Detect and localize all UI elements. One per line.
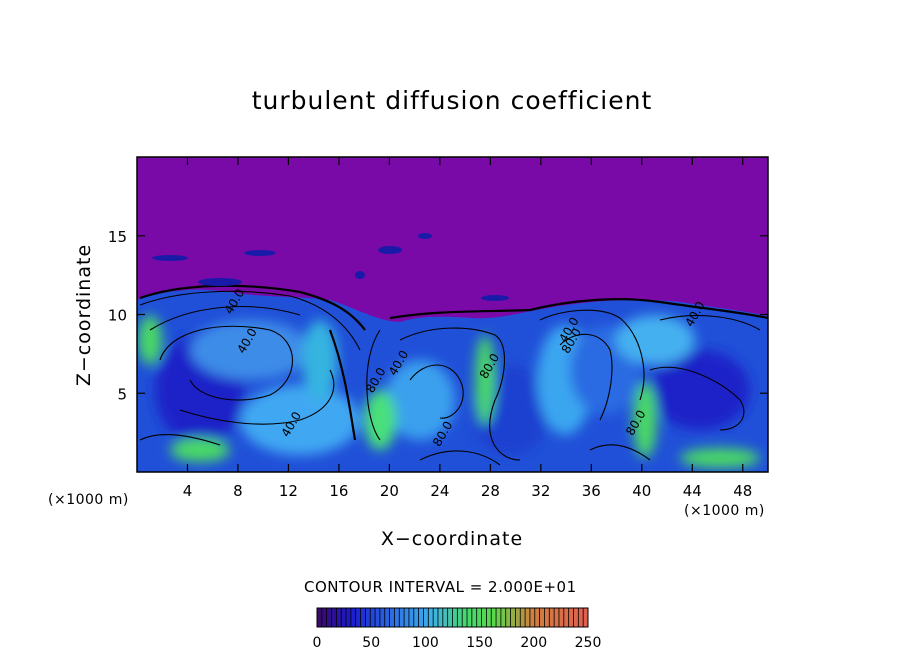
- x-tick-label: 16: [329, 482, 348, 500]
- colorbar-swatch: [505, 608, 511, 627]
- colorbar-swatch: [510, 608, 516, 627]
- colorbar-swatch: [394, 608, 400, 627]
- colorbar-swatch: [336, 608, 342, 627]
- field-layer: [137, 157, 768, 472]
- x-axis-ticks: 4 8 12 16 20 24 28 32 36 40 44 48: [183, 157, 752, 500]
- x-tick-label: 4: [183, 482, 193, 500]
- colorbar-swatch: [481, 608, 487, 627]
- colorbar-swatch: [399, 608, 405, 627]
- colorbar-tick-label: 250: [575, 635, 602, 651]
- colorbar-swatch: [433, 608, 438, 627]
- colorbar-swatch: [326, 608, 332, 627]
- colorbar-swatch: [486, 608, 492, 627]
- colorbar-swatch: [341, 608, 347, 627]
- chart-title: turbulent diffusion coefficient: [251, 86, 653, 115]
- colorbar-swatch: [539, 608, 545, 627]
- stray-patches: [152, 233, 509, 301]
- colorbar-swatch: [476, 608, 482, 627]
- x-tick-label: 40: [632, 482, 651, 500]
- colorbar-swatch: [578, 608, 584, 627]
- colorbar-swatch: [563, 608, 569, 627]
- contour-lines: [139, 290, 761, 466]
- colorbar-swatch: [375, 608, 380, 627]
- colorbar-swatch: [467, 608, 472, 627]
- colorbar-swatch: [549, 608, 555, 627]
- colorbar-tick-label: 200: [520, 635, 547, 651]
- colorbar-swatch: [350, 608, 356, 627]
- colorbar-swatch: [442, 608, 448, 627]
- colorbar-swatch: [408, 608, 414, 627]
- colorbar-swatch: [365, 608, 371, 627]
- x-tick-label: 36: [582, 482, 601, 500]
- colorbar-swatch: [457, 608, 463, 627]
- colorbar-swatch: [500, 608, 506, 627]
- colorbar-swatch: [360, 608, 366, 627]
- colorbar-swatch: [544, 608, 550, 627]
- contour-interval-label: CONTOUR INTERVAL = 2.000E+01: [304, 578, 577, 596]
- colorbar-swatch: [583, 608, 588, 627]
- y-axis-ticks: 5 10 15: [108, 228, 768, 403]
- y-tick-label: 10: [108, 307, 127, 325]
- colorbar-swatch: [389, 608, 395, 627]
- colorbar-swatch: [554, 608, 559, 627]
- x-tick-label: 8: [233, 482, 243, 500]
- colorbar-swatch: [317, 608, 322, 627]
- colorbar-swatch: [379, 608, 385, 627]
- colorbar-swatch: [331, 608, 337, 627]
- x-tick-label: 48: [733, 482, 752, 500]
- colorbar-swatch: [355, 608, 361, 627]
- x-tick-label: 12: [279, 482, 298, 500]
- colorbar-swatch: [447, 608, 453, 627]
- colorbar-swatch: [529, 608, 535, 627]
- colorbar-swatch: [520, 608, 526, 627]
- colorbar-tick-label: 0: [313, 635, 322, 651]
- colorbar-swatch: [525, 608, 530, 627]
- colorbar-swatch: [558, 608, 564, 627]
- colorbar: 0 50 100 150 200 250: [313, 607, 602, 651]
- colorbar-frame: [316, 607, 589, 628]
- colorbar-swatch: [413, 608, 419, 627]
- x-tick-label: 24: [430, 482, 449, 500]
- colorbar-swatch: [384, 608, 390, 627]
- colorbar-swatch: [370, 608, 376, 627]
- x-tick-label: 44: [683, 482, 702, 500]
- colorbar-swatch: [471, 608, 477, 627]
- colorbar-swatch: [568, 608, 574, 627]
- z-unit-label: (×1000 m): [48, 492, 129, 508]
- y-tick-label: 5: [117, 385, 127, 403]
- y-tick-label: 15: [108, 228, 127, 246]
- colorbar-swatch: [462, 608, 468, 627]
- colorbar-swatch: [321, 608, 327, 627]
- colorbar-tick-label: 50: [362, 635, 380, 651]
- contour-lines-bold: [139, 284, 768, 441]
- colorbar-swatch: [423, 608, 429, 627]
- colorbar-swatch: [418, 608, 424, 627]
- colorbar-swatch: [491, 608, 497, 627]
- x-tick-label: 32: [531, 482, 550, 500]
- x-axis-label: X−coordinate: [380, 528, 524, 550]
- colorbar-swatch: [346, 608, 351, 627]
- colorbar-swatch: [515, 608, 521, 627]
- x-tick-label: 28: [481, 482, 500, 500]
- colorbar-tick-label: 100: [412, 635, 439, 651]
- x-tick-label: 20: [380, 482, 399, 500]
- x-unit-label: (×1000 m): [684, 503, 765, 519]
- colorbar-swatch: [534, 608, 540, 627]
- colorbar-tick-label: 150: [466, 635, 493, 651]
- colorbar-swatch: [404, 608, 409, 627]
- colorbar-swatch: [573, 608, 579, 627]
- colorbar-swatch: [452, 608, 458, 627]
- colorbar-swatch: [428, 608, 434, 627]
- colorbar-swatch: [437, 608, 443, 627]
- colorbar-swatch: [496, 608, 501, 627]
